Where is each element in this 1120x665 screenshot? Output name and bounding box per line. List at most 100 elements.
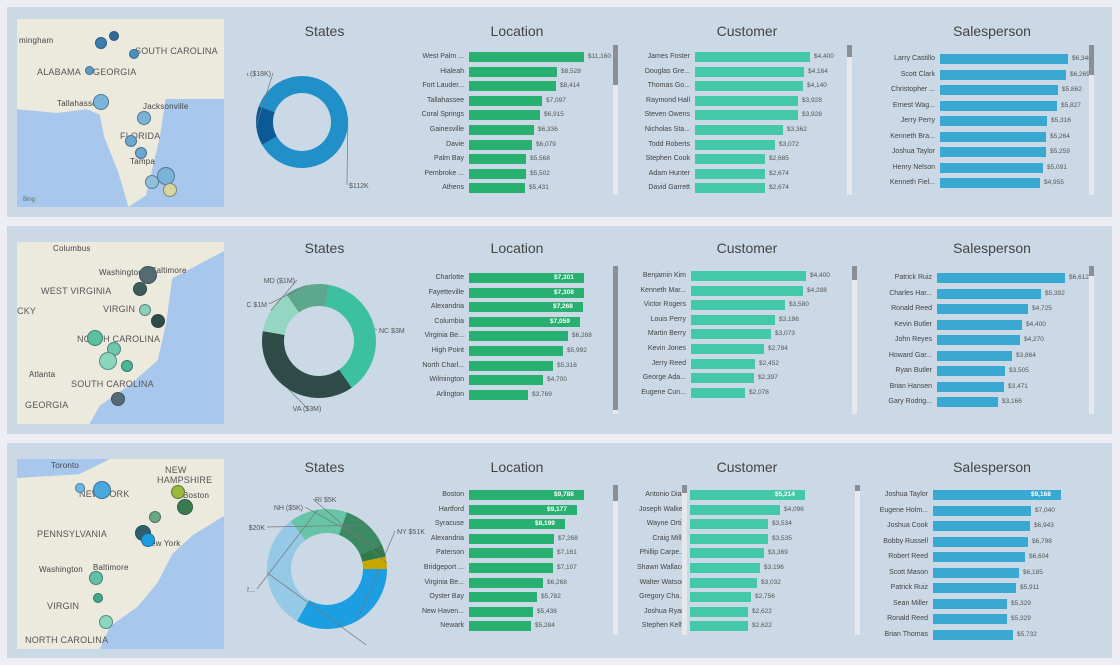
map-bubble[interactable] [149,511,161,523]
customer-bar[interactable] [690,577,757,588]
location-bar[interactable] [469,52,584,62]
map-bubble[interactable] [145,175,159,189]
scrollbar-thumb[interactable] [847,45,852,57]
location-bar[interactable] [469,592,537,603]
salesperson-bar[interactable] [940,54,1068,64]
location-bar[interactable] [469,316,580,327]
salesperson-bar[interactable] [940,131,1046,142]
map-bubble[interactable] [135,147,147,159]
customer-bar[interactable] [691,373,754,384]
salesperson-bar[interactable] [940,116,1047,126]
location-bar[interactable] [469,302,583,313]
salesperson-bar[interactable] [937,335,1020,345]
customer-bar[interactable] [691,285,803,296]
donut-slice-nc[interactable] [325,284,376,388]
donut-slice-nj[interactable] [290,509,347,541]
scrollbar-thumb[interactable] [852,266,857,280]
location-bar[interactable] [469,606,533,617]
salesperson-bar[interactable] [933,598,1007,609]
customer-bar[interactable] [690,533,768,544]
location-bar[interactable] [469,110,540,121]
states-donut-chart[interactable]: $112K GA ($18K) [247,57,397,197]
scrollbar-thumb[interactable] [613,485,618,501]
salesperson-bar[interactable] [940,85,1058,95]
scrollbar-thumb[interactable] [1089,45,1094,75]
location-scrollbar[interactable] [613,45,618,195]
customer-bar[interactable] [690,490,805,500]
customer-bar[interactable] [690,548,764,559]
scrollbar-thumb[interactable] [1089,266,1094,276]
customer-scrollbar[interactable] [682,485,687,635]
location-bar[interactable] [469,504,577,515]
location-bar[interactable] [469,273,584,283]
salesperson-bar[interactable] [937,366,1005,376]
donut-slice-md[interactable] [262,294,299,335]
salesperson-bar[interactable] [940,178,1040,188]
customer-bar[interactable] [691,271,806,281]
customer-bar[interactable] [695,66,804,77]
customer-bar[interactable] [695,125,783,135]
customer-bar[interactable] [690,563,760,573]
salesperson-bar[interactable] [940,162,1043,173]
location-bar[interactable] [469,66,557,77]
customer-scrollbar[interactable] [852,266,857,414]
salesperson-bar[interactable] [937,381,1004,392]
customer-bar[interactable] [691,329,771,340]
salesperson-bar[interactable] [940,69,1066,80]
customer-bar[interactable] [695,52,810,62]
donut-slice-ma[interactable] [338,512,383,555]
map-bubble[interactable] [87,330,103,346]
donut-slice-ny[interactable] [297,569,387,629]
location-bar[interactable] [469,81,556,92]
location-scrollbar[interactable] [613,266,618,414]
map-visual[interactable]: Toronto NEW HAMPSHIRE NEW YORK Boston PE… [17,459,224,649]
location-bar[interactable] [469,125,534,135]
map-bubble[interactable] [129,49,139,59]
salesperson-bar[interactable] [933,536,1028,547]
map-bubble[interactable] [99,615,113,629]
donut-slice-sc[interactable] [286,284,329,313]
salesperson-scrollbar[interactable] [1089,266,1094,414]
map-bubble[interactable] [111,392,125,406]
salesperson-bar[interactable] [933,521,1030,531]
salesperson-scrollbar[interactable] [1089,45,1094,195]
map-bubble[interactable] [139,266,157,284]
scrollbar-thumb[interactable] [613,45,618,85]
salesperson-bar[interactable] [937,319,1022,330]
donut-slice-fl[interactable] [258,76,348,168]
salesperson-bar[interactable] [937,350,1012,361]
map-bubble[interactable] [151,314,165,328]
scrollbar-thumb[interactable] [613,266,618,410]
customer-bar[interactable] [690,621,748,632]
location-bar[interactable] [469,389,528,400]
donut-slice-nh[interactable] [360,545,386,562]
map-bubble[interactable] [177,499,193,515]
salesperson-bar[interactable] [940,100,1057,111]
location-bar[interactable] [469,519,565,530]
salesperson-bar[interactable] [933,614,1007,624]
location-bar[interactable] [469,490,584,500]
location-bar[interactable] [469,533,554,544]
map-bubble[interactable] [139,304,151,316]
location-bar[interactable] [469,287,584,298]
map-visual[interactable]: Columbus Washington Baltimore WEST VIRGI… [17,242,224,424]
customer-bar[interactable] [695,95,798,106]
salesperson-bar[interactable] [937,273,1065,283]
location-bar[interactable] [469,154,526,165]
customer-bar[interactable] [690,592,751,603]
customer-bar[interactable] [690,519,768,530]
location-bar[interactable] [469,168,526,179]
map-bubble[interactable] [171,485,185,499]
salesperson-bar[interactable] [933,505,1031,516]
customer-bar[interactable] [695,139,775,150]
customer-bar[interactable] [695,110,798,121]
donut-slice-ri[interactable] [362,556,387,569]
location-bar[interactable] [469,95,542,106]
customer-bar[interactable] [691,387,745,398]
map-bubble[interactable] [99,352,117,370]
customer-bar[interactable] [695,154,765,165]
location-bar[interactable] [469,183,525,194]
map-bubble[interactable] [163,183,177,197]
map-bubble[interactable] [137,111,151,125]
